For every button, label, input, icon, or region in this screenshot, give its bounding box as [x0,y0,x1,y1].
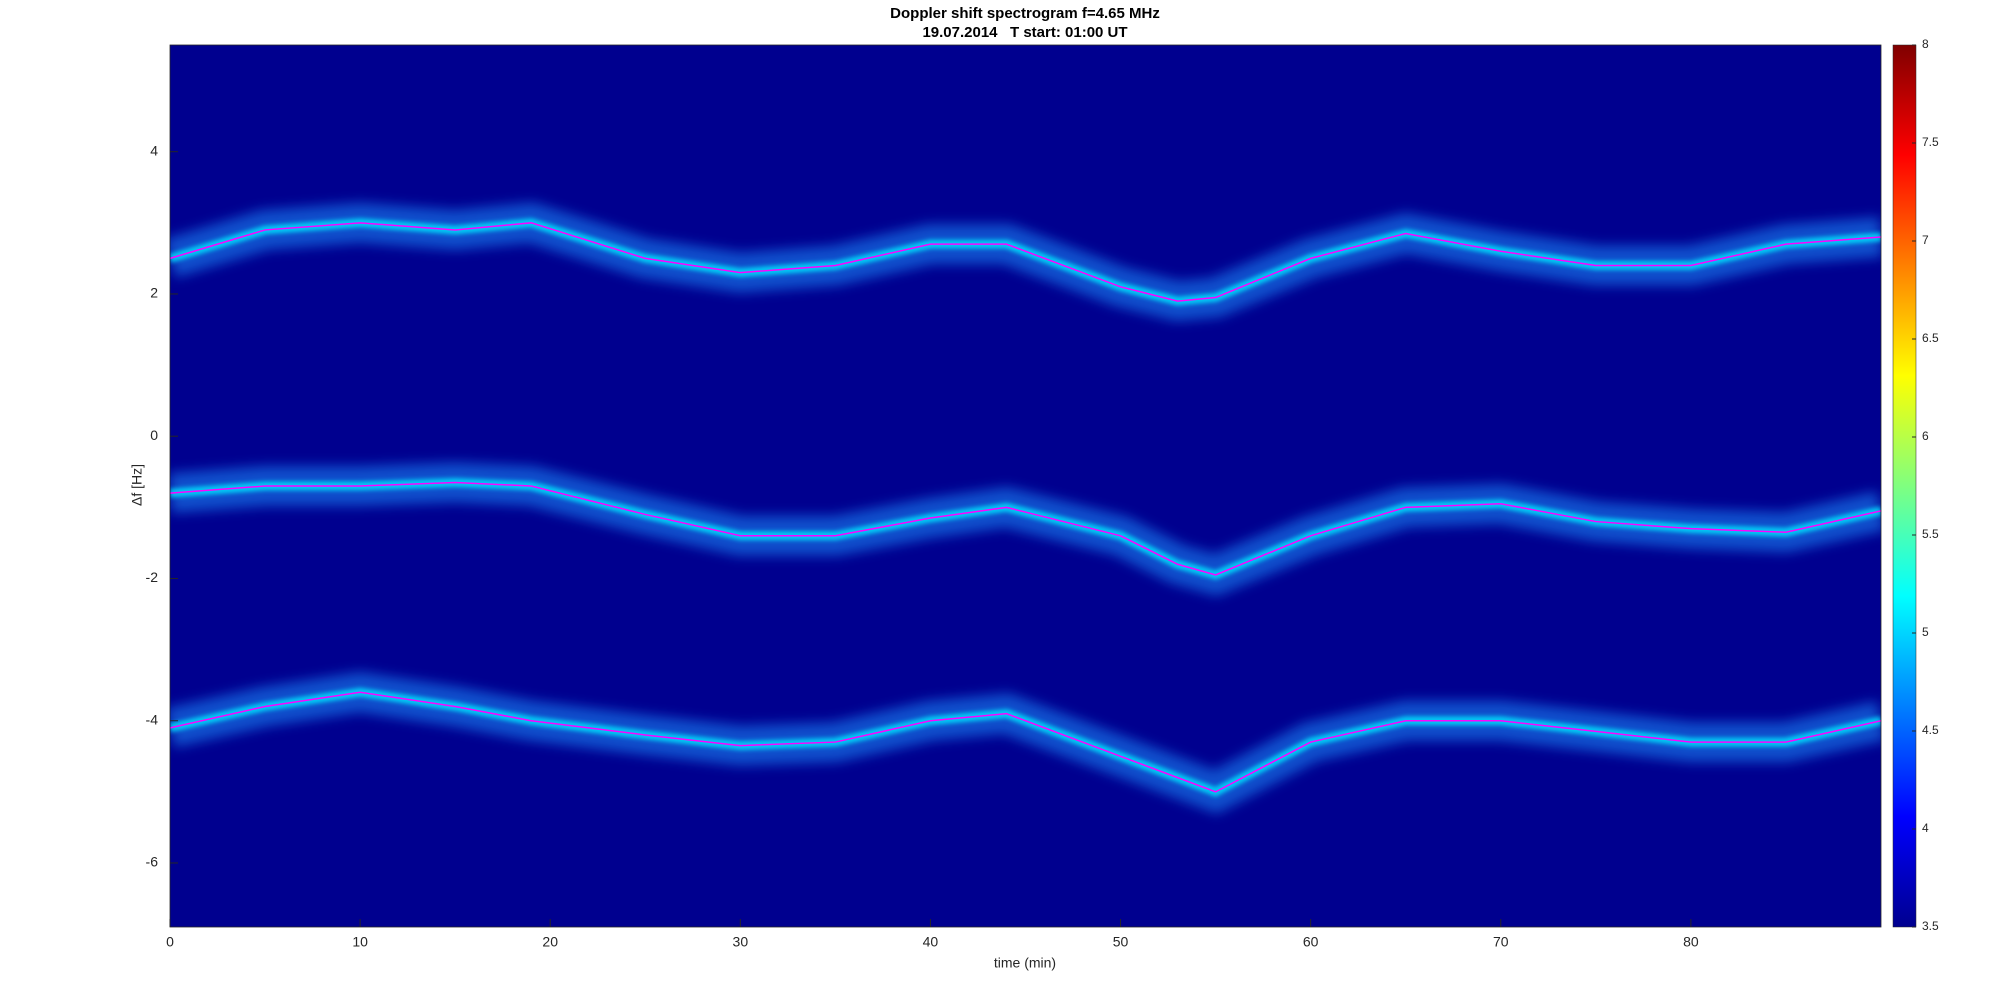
plot-frame [169,44,1882,928]
x-tick-label: 50 [1113,934,1129,950]
y-tick-label: 0 [150,427,158,443]
colorbar-tick-label: 6 [1922,429,1929,443]
colorbar-tick-label: 4.5 [1922,723,1939,737]
x-tick-label: 70 [1493,934,1509,950]
x-tick-label: 30 [733,934,749,950]
colorbar-tick-label: 8 [1922,37,1929,51]
trace-line [170,481,1881,576]
colorbar-tick-label: 3.5 [1922,919,1939,933]
y-tick-label: -4 [146,711,159,727]
trace-line [170,691,1881,793]
x-tick-label: 80 [1683,934,1699,950]
chart-subtitle: 19.07.2014 T start: 01:00 UT [922,24,1127,41]
y-tick-label: 2 [150,285,158,301]
x-tick-label: 10 [352,934,368,950]
colorbar [1892,44,1917,928]
y-tick-label: -2 [146,569,159,585]
chart-title: Doppler shift spectrogram f=4.65 MHz [890,5,1160,22]
x-tick-label: 0 [166,934,174,950]
colorbar-tick-label: 5 [1922,625,1929,639]
colorbar-tick-label: 7 [1922,233,1929,247]
trace-line [170,222,1881,302]
y-tick-label: -6 [146,854,159,870]
colorbar-tick-label: 5.5 [1922,527,1939,541]
x-axis-label: time (min) [994,955,1056,971]
x-tick-label: 40 [923,934,939,950]
plot-area [170,202,1881,814]
y-tick-label: 4 [150,142,158,158]
colorbar-tick-label: 7.5 [1922,135,1939,149]
x-tick-label: 20 [542,934,558,950]
y-axis-label: Δf [Hz] [129,464,145,506]
x-tick-label: 60 [1303,934,1319,950]
colorbar-tick-label: 6.5 [1922,331,1939,345]
colorbar-tick-label: 4 [1922,821,1929,835]
